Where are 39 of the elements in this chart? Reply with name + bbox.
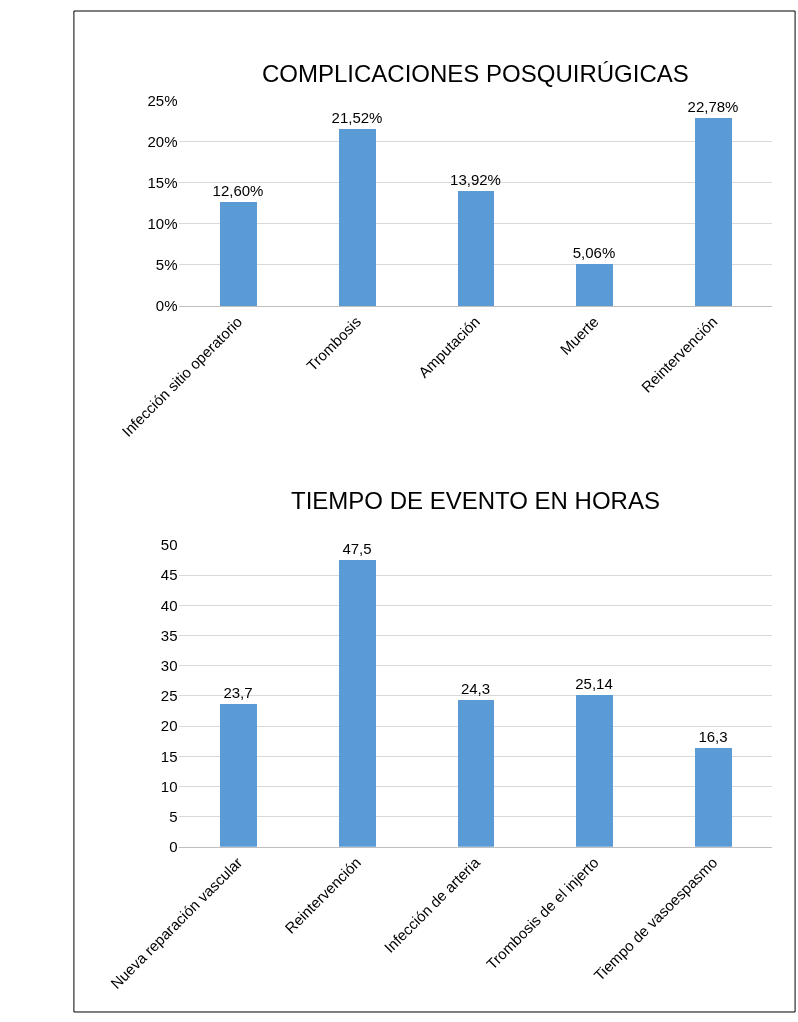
- y-tick-label: 35: [160, 626, 178, 644]
- y-tick-label: 5%: [155, 256, 178, 274]
- y-tick-label: 25: [160, 687, 178, 705]
- data-label: 24,3: [460, 679, 491, 697]
- data-label: 21,52%: [331, 109, 383, 127]
- data-label: 13,92%: [450, 171, 501, 189]
- y-tick-label: 15%: [147, 173, 178, 191]
- y-tick-label: 20%: [147, 132, 178, 150]
- bar: [457, 699, 494, 847]
- y-tick-label: 40: [160, 596, 178, 614]
- chart-title: COMPLICACIONES POSQUIRÚGICAS: [262, 60, 689, 87]
- y-tick-label: 25%: [147, 91, 178, 109]
- y-tick-label: 10: [160, 777, 178, 795]
- y-tick-label: 15: [160, 747, 178, 765]
- data-label: 22,78%: [687, 98, 739, 116]
- data-label: 25,14: [575, 674, 613, 692]
- data-label: 16,3: [698, 727, 728, 745]
- bar: [457, 191, 494, 306]
- y-tick-label: 5: [169, 807, 178, 825]
- y-tick-label: 45: [160, 566, 178, 584]
- y-tick-label: 0%: [155, 297, 178, 315]
- y-tick-label: 30: [160, 656, 178, 674]
- data-label: 47,5: [342, 539, 372, 557]
- data-label: 5,06%: [572, 244, 616, 262]
- data-label: 23,7: [223, 683, 253, 701]
- bar: [219, 703, 257, 847]
- bar: [575, 694, 613, 847]
- bar: [694, 118, 732, 306]
- chart-title: TIEMPO DE EVENTO EN HORAS: [291, 487, 660, 514]
- data-label: 12,60%: [212, 182, 264, 200]
- bar: [575, 264, 613, 306]
- bar: [219, 202, 257, 306]
- y-tick-label: 50: [160, 536, 178, 554]
- bar: [338, 559, 376, 847]
- y-tick-label: 0: [169, 838, 178, 856]
- bar: [694, 747, 732, 847]
- y-tick-label: 10%: [147, 215, 178, 233]
- y-tick-label: 20: [160, 717, 178, 735]
- bar: [338, 129, 376, 306]
